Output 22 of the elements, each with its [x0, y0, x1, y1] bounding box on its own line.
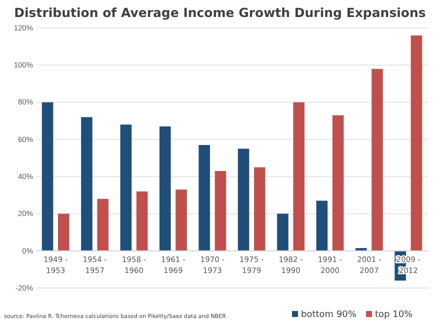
- chart-title: Distribution of Average Income Growth During Expansions: [14, 5, 426, 20]
- bar: [214, 171, 226, 251]
- bar: [97, 198, 109, 251]
- bar: [254, 167, 266, 251]
- bar: [332, 115, 344, 251]
- bar: [159, 126, 171, 251]
- bar: [372, 68, 383, 251]
- legend-label: bottom 90%: [301, 310, 357, 320]
- bar: [42, 102, 54, 251]
- bar: [136, 191, 148, 251]
- bar: [81, 117, 92, 251]
- legend-label: top 10%: [375, 310, 414, 320]
- bar: [176, 190, 187, 251]
- bar: [58, 214, 70, 251]
- bar: [198, 145, 210, 251]
- bar: [355, 248, 367, 251]
- bar: [277, 214, 288, 251]
- bar: [238, 148, 250, 251]
- bar: [120, 124, 132, 251]
- bar: [293, 102, 305, 251]
- bar: [316, 200, 328, 251]
- bar: [410, 35, 422, 251]
